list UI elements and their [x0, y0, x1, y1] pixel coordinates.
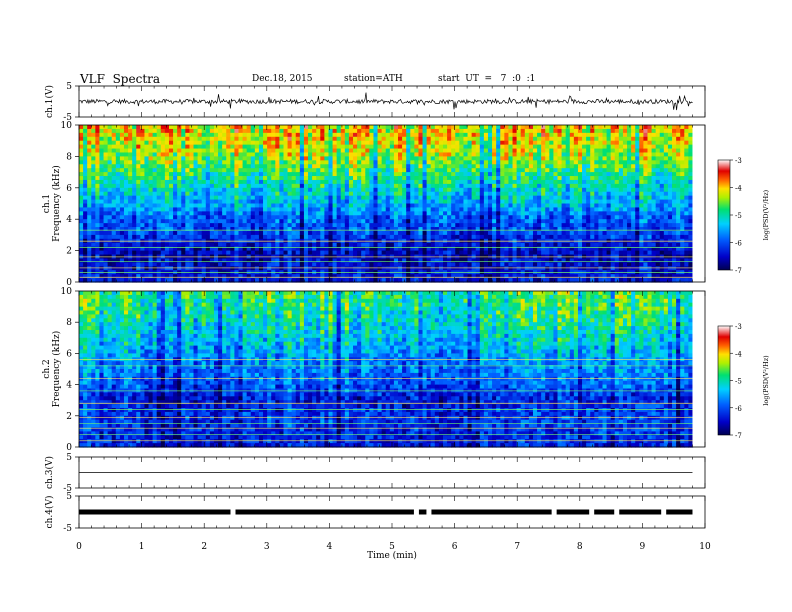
y-axis-label: ch.1(V) — [44, 85, 55, 118]
y-tick-label: 10 — [61, 121, 73, 131]
y-axis-label: ch.2 — [42, 359, 52, 378]
x-tick-label: 2 — [201, 542, 207, 552]
y-tick-label: 4 — [66, 381, 72, 391]
colorbar-tick-label: -5 — [735, 378, 742, 386]
y-tick-label: 0 — [66, 443, 72, 453]
y-tick-label: 0 — [66, 278, 72, 288]
colorbar-tick-label: -4 — [735, 350, 742, 358]
header-date: Dec.18, 2015 — [252, 74, 313, 84]
y-tick-label: 8 — [66, 318, 72, 328]
y-tick-label: 5 — [66, 453, 72, 463]
y-axis-label: ch.3(V) — [44, 456, 55, 489]
y-tick-label: 10 — [61, 287, 73, 297]
x-tick-label: 8 — [577, 542, 583, 552]
y-tick-label: 6 — [66, 349, 72, 359]
colorbar-tick-label: -7 — [735, 432, 742, 440]
y-tick-label: 5 — [66, 82, 72, 92]
x-axis-label: Time (min) — [367, 550, 417, 561]
y-tick-label: -5 — [63, 113, 72, 123]
colorbar-tick-label: -7 — [735, 267, 742, 275]
y-tick-label: 4 — [66, 215, 72, 225]
x-tick-label: 9 — [640, 542, 646, 552]
ch1-spectrogram-image — [79, 125, 705, 283]
y-axis-label: ch.4(V) — [44, 496, 55, 529]
x-tick-label: 6 — [452, 542, 458, 552]
ch2-spectrogram-image — [79, 291, 705, 448]
x-tick-label: 10 — [699, 542, 711, 552]
colorbar — [717, 159, 731, 271]
y-tick-label: 6 — [66, 184, 72, 194]
y-axis-label: Frequency (kHz) — [51, 331, 62, 408]
y-axis-label: Frequency (kHz) — [51, 165, 62, 242]
ch1-waveform-trace — [78, 92, 693, 111]
colorbar — [717, 325, 731, 436]
chart-title: VLF Spectra — [80, 72, 161, 86]
y-tick-label: 2 — [66, 247, 72, 257]
colorbar-tick-label: -6 — [735, 405, 742, 413]
y-tick-label: -5 — [63, 524, 72, 534]
y-tick-label: 2 — [66, 412, 72, 422]
x-tick-label: 4 — [327, 542, 333, 552]
colorbar-tick-label: -5 — [735, 212, 742, 220]
colorbar-label: log(PSD(V²/Hz) — [762, 189, 770, 240]
colorbar-tick-label: -6 — [735, 240, 742, 248]
y-tick-label: -5 — [63, 484, 72, 494]
y-tick-label: 8 — [66, 152, 72, 162]
colorbar-tick-label: -4 — [735, 185, 742, 193]
header-start-time: start UT = 7 :0 :1 — [438, 74, 536, 84]
ch4-waveform-trace — [79, 509, 693, 515]
y-axis-label: ch.1 — [42, 194, 52, 213]
colorbar-label: log(PSD(V²/Hz) — [762, 355, 770, 406]
colorbar-tick-label: -3 — [735, 323, 742, 331]
x-tick-label: 7 — [514, 542, 520, 552]
header-station: station=ATH — [344, 74, 403, 84]
colorbar-tick-label: -3 — [735, 157, 742, 165]
x-tick-label: 0 — [76, 542, 82, 552]
y-tick-label: 5 — [66, 492, 72, 502]
x-tick-label: 1 — [139, 542, 145, 552]
x-tick-label: 3 — [264, 542, 270, 552]
x-tick-label: 5 — [389, 542, 395, 552]
